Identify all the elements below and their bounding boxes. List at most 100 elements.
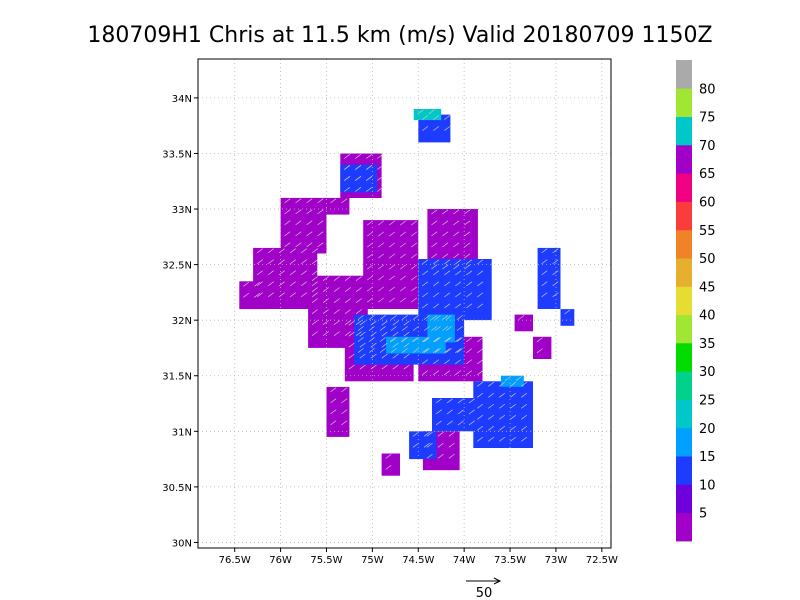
wind-arrow [510, 392, 517, 398]
wind-arrow [444, 259, 451, 265]
wind-arrow [399, 242, 407, 248]
wind-arrow [377, 286, 385, 292]
wind-arrow [466, 348, 473, 354]
wind-arrow [267, 248, 274, 254]
wind-arrow [422, 115, 429, 120]
wind-arrow [477, 370, 484, 376]
wind-arrow [541, 270, 548, 276]
y-tick-label-8: 34N [172, 94, 192, 105]
wind-arrow [348, 331, 355, 337]
wind-arrow [381, 331, 388, 337]
wind-arrow [552, 292, 559, 298]
wind-arrow [348, 320, 355, 326]
wind-arrow [306, 242, 313, 248]
colorbar-swatch-15 [676, 88, 692, 117]
wind-arrow [477, 259, 484, 265]
wind-arrow [254, 281, 261, 287]
colorbar-label-2: 15 [699, 450, 716, 465]
wind-arrow [435, 398, 442, 404]
wind-arrow [455, 292, 462, 298]
speed-region-10 [514, 314, 533, 332]
wind-arrow [434, 337, 441, 342]
colorbar-label-15: 80 [699, 82, 716, 97]
wind-arrow [466, 303, 473, 309]
plot-frame [197, 58, 612, 549]
wind-arrow [422, 337, 429, 343]
wind-arrow [411, 337, 418, 343]
wind-arrow [431, 231, 438, 237]
wind-arrow [311, 281, 318, 287]
reference-vector: 50 [466, 577, 502, 600]
wind-arrow [433, 259, 440, 265]
wind-arrow [392, 331, 399, 337]
wind-arrow [341, 387, 348, 393]
wind-arrow [311, 331, 318, 336]
wind-arrow [300, 259, 307, 265]
colorbar: 5 10 15 20 25 30 35 40 45 50 55 60 65 70 75 80 [676, 60, 716, 542]
wind-arrow [518, 315, 525, 320]
wind-arrow [442, 209, 449, 215]
wind-arrow [435, 420, 442, 426]
y-axis-ticks: 30N 30.5N 31N 31.5N 32N 32.5N 33N 33.5N 34N [162, 94, 198, 549]
wind-arrow [455, 281, 462, 287]
wind-arrow [433, 292, 440, 298]
colorbar-label-6: 35 [699, 337, 716, 352]
wind-arrow [515, 376, 522, 381]
wind-arrow [521, 414, 528, 420]
wind-arrow [499, 392, 506, 398]
x-tick-label-2: 75.5W [310, 555, 342, 566]
wind-arrow [477, 392, 484, 398]
speed-region-17 [473, 381, 533, 448]
wind-arrow [477, 359, 484, 365]
wind-arrow [344, 154, 351, 159]
wind-arrow [306, 231, 313, 237]
reference-vector-label: 50 [476, 586, 493, 600]
wind-arrow [370, 353, 377, 359]
wind-arrow [400, 337, 407, 343]
wind-arrow [366, 176, 373, 181]
wind-arrow [243, 292, 250, 298]
wind-arrow [256, 270, 263, 276]
colorbar-label-1: 10 [699, 478, 716, 493]
wind-arrow [344, 298, 351, 303]
wind-arrow [464, 253, 471, 259]
wind-arrow [357, 315, 364, 320]
wind-arrow [344, 331, 351, 336]
wind-arrow [541, 292, 548, 298]
colorbar-swatch-9 [676, 258, 692, 287]
wind-arrow [385, 454, 392, 459]
wind-arrow [453, 264, 460, 270]
colorbar-label-13: 70 [699, 139, 716, 154]
wind-arrow [431, 264, 438, 270]
wind-arrow [510, 403, 517, 409]
wind-arrow [422, 303, 429, 309]
wind-arrow [256, 248, 263, 254]
wind-arrow [341, 409, 348, 415]
wind-arrow [444, 292, 451, 298]
wind-arrow [317, 220, 324, 226]
wind-arrow [455, 359, 462, 365]
wind-arrow [433, 370, 440, 376]
wind-arrow [348, 364, 355, 370]
wind-arrow [359, 320, 366, 326]
wind-arrow [284, 198, 291, 204]
wind-arrow [392, 320, 399, 326]
wind-arrow [254, 292, 261, 298]
wind-arrow [357, 337, 364, 342]
wind-arrow [377, 297, 385, 303]
wind-arrow [379, 337, 386, 342]
wind-arrow [446, 409, 453, 415]
colorbar-label-3: 20 [699, 422, 716, 437]
wind-arrow [300, 270, 307, 276]
colorbar-swatch-11 [676, 201, 692, 231]
colorbar-label-5: 30 [699, 365, 716, 380]
wind-arrow [392, 353, 399, 359]
wind-arrow [456, 348, 463, 353]
wind-arrow [499, 414, 506, 420]
wind-arrow [499, 381, 506, 387]
wind-arrow [455, 303, 462, 309]
wind-arrow [289, 292, 296, 298]
wind-arrow [390, 315, 397, 320]
wind-arrow [278, 259, 285, 265]
speed-region-7 [326, 386, 350, 437]
